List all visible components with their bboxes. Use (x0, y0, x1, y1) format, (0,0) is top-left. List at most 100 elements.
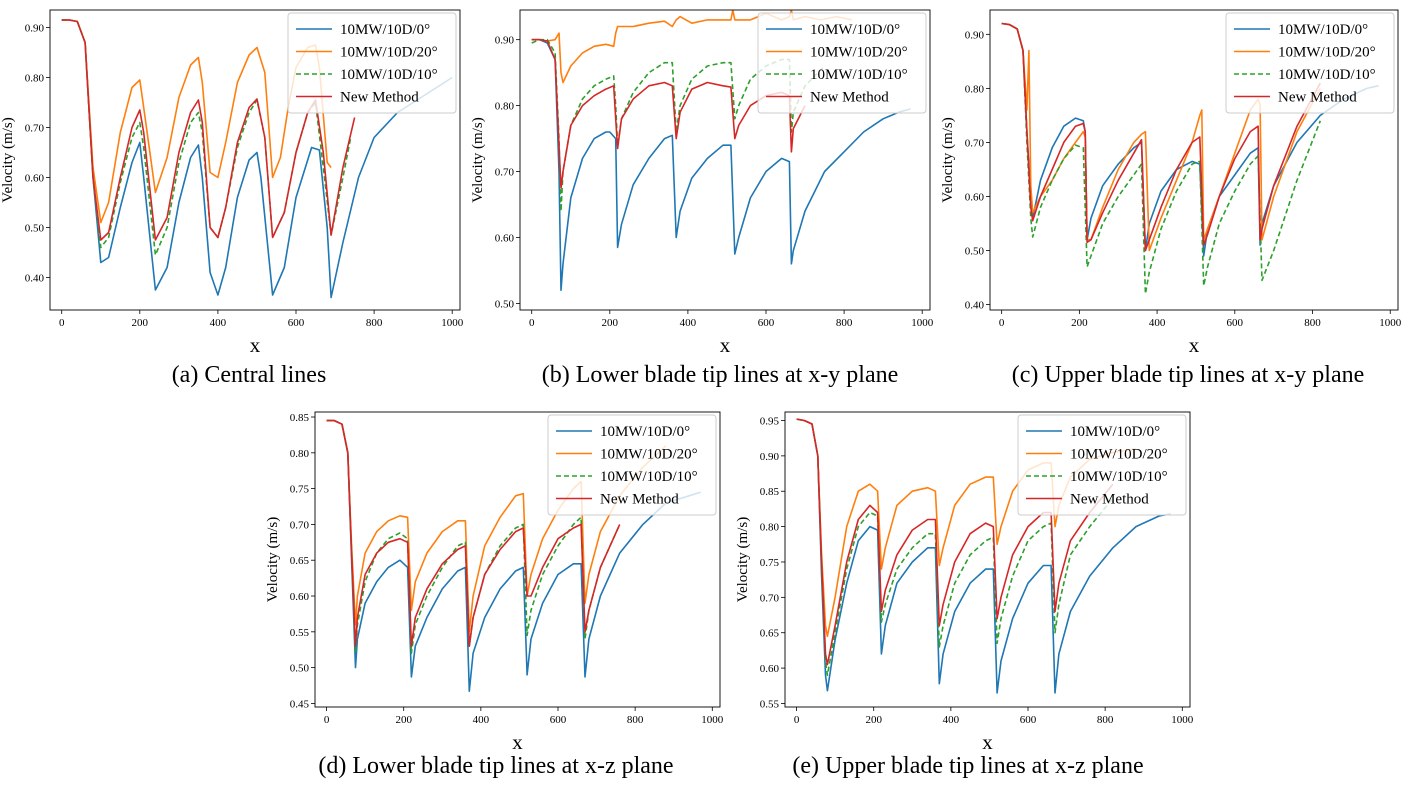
legend-label: New Method (600, 492, 679, 508)
chart-c-svg: 0 200 400 600 800 1000 0.40 0.50 0.60 0.70 0.80 0.9… (940, 9, 1402, 357)
x-tick-label: 400 (210, 317, 227, 329)
y-tick-label: 0.90 (495, 35, 515, 47)
x-tick-label: 800 (366, 317, 383, 329)
legend-label: 10MW/10D/20° (1278, 45, 1376, 61)
y-tick-label: 0.50 (965, 246, 985, 258)
series-line-0 (531, 38, 911, 292)
chart-panel-a: 0 200 400 600 800 1000 0.40 0.50 0.60 0.70 0.80 0.9… (0, 0, 470, 400)
x-tick-label: 1000 (441, 317, 464, 329)
chart-a-svg: 0 200 400 600 800 1000 0.40 0.50 0.60 0.70 0.80 0.9… (0, 9, 464, 357)
x-tick-label: 1000 (911, 317, 934, 329)
x-tick-label: 600 (288, 317, 305, 329)
y-tick-label: 0.75 (760, 557, 780, 569)
y-tick-label: 0.65 (290, 555, 310, 567)
legend-label: New Method (1070, 492, 1149, 508)
legend-label: 10MW/10D/0° (1070, 424, 1160, 440)
chart-e-svg: 0 200 400 600 800 1000 0.55 0.60 0.65 0.70 0.75 0.8… (735, 411, 1194, 754)
y-tick-label: 0.75 (290, 484, 310, 496)
y-tick-label: 0.80 (965, 83, 985, 95)
chart-d-svg: 0 200 400 600 800 1000 0.45 0.50 0.55 0.60 0.65 0.7… (265, 411, 724, 754)
chart-panel-d: 0 200 400 600 800 1000 0.45 0.50 0.55 0.60 0.65 0.7… (260, 400, 730, 803)
y-tick-label: 0.60 (25, 173, 45, 185)
x-tick-label: 600 (1020, 714, 1037, 726)
x-tick-label: 200 (132, 317, 149, 329)
y-tick-label: 0.50 (290, 663, 310, 675)
y-tick-label: 0.40 (25, 273, 45, 285)
legend-label: 10MW/10D/10° (810, 67, 908, 83)
x-tick-label: 800 (1304, 317, 1321, 329)
y-tick-label: 0.80 (25, 73, 45, 85)
x-axis-label: x (720, 333, 731, 357)
x-tick-label: 400 (943, 714, 960, 726)
legend: 10MW/10D/0° 10MW/10D/20° 10MW/10D/10° New M… (547, 414, 717, 516)
caption-a: (a) Central lines (171, 362, 327, 388)
y-tick-label: 0.95 (760, 415, 780, 427)
y-tick-label: 0.70 (25, 123, 45, 135)
x-tick-label: 400 (680, 317, 697, 329)
legend: 10MW/10D/0° 10MW/10D/20° 10MW/10D/10° New M… (1225, 12, 1395, 114)
legend-box (1225, 12, 1395, 114)
legend: 10MW/10D/0° 10MW/10D/20° 10MW/10D/10° New M… (1017, 414, 1187, 516)
plot-frame (49, 9, 461, 311)
legend-label: 10MW/10D/10° (340, 67, 438, 83)
plot-frame (989, 9, 1399, 311)
series-line-0 (796, 418, 1171, 694)
y-tick-label: 0.60 (290, 591, 310, 603)
x-tick-label: 800 (1097, 714, 1114, 726)
x-tick-label: 400 (473, 714, 490, 726)
x-tick-label: 200 (865, 714, 882, 726)
legend: 10MW/10D/0° 10MW/10D/20° 10MW/10D/10° New M… (287, 12, 457, 114)
x-tick-label: 200 (1071, 317, 1088, 329)
series-line-0 (61, 19, 453, 299)
y-axis-label: Velocity (m/s) (0, 117, 16, 202)
y-tick-label: 0.85 (760, 486, 780, 498)
x-tick-label: 0 (324, 714, 330, 726)
x-tick-label: 800 (627, 714, 644, 726)
x-axis-label: x (982, 730, 993, 754)
y-tick-label: 0.70 (965, 137, 985, 149)
x-axis-label: x (250, 333, 261, 357)
legend-label: 10MW/10D/0° (340, 22, 430, 38)
x-tick-label: 0 (529, 317, 535, 329)
chart-b-svg: 0 200 400 600 800 1000 0.50 0.60 0.70 0.80 0.90 x Ve… (470, 9, 934, 357)
x-axis-label: x (512, 730, 523, 754)
x-tick-label: 600 (550, 714, 567, 726)
series-line-3 (1001, 22, 1322, 252)
legend-label: 10MW/10D/0° (1278, 22, 1368, 38)
plot-frame (784, 411, 1191, 708)
y-tick-label: 0.90 (760, 451, 780, 463)
y-tick-label: 0.90 (965, 29, 985, 41)
x-tick-label: 0 (794, 714, 800, 726)
series-line-2 (531, 38, 826, 212)
x-tick-label: 600 (1227, 317, 1244, 329)
x-tick-label: 0 (999, 317, 1005, 329)
y-tick-label: 0.70 (760, 592, 780, 604)
x-tick-label: 800 (836, 317, 853, 329)
y-tick-label: 0.80 (495, 101, 515, 113)
legend-label: 10MW/10D/20° (1070, 447, 1168, 463)
legend-box (1017, 414, 1187, 516)
y-axis-label: Velocity (m/s) (265, 517, 281, 602)
caption-e: (e) Upper blade tip lines at x-z plane (792, 753, 1144, 779)
legend-label: 10MW/10D/10° (600, 469, 698, 485)
y-tick-label: 0.60 (965, 191, 985, 203)
legend-box (287, 12, 457, 114)
chart-panel-b: 0 200 400 600 800 1000 0.50 0.60 0.70 0.80 0.90 x Ve… (470, 0, 940, 400)
y-axis-label: Velocity (m/s) (470, 117, 486, 202)
series-line-0 (326, 419, 701, 693)
y-tick-label: 0.55 (290, 627, 310, 639)
legend-label: 10MW/10D/0° (810, 22, 900, 38)
x-tick-label: 1000 (1379, 317, 1402, 329)
y-tick-label: 0.50 (495, 298, 515, 310)
x-tick-label: 1000 (701, 714, 724, 726)
series-line-2 (1001, 22, 1322, 295)
caption-d: (d) Lower blade tip lines at x-z plane (318, 753, 674, 779)
caption-b: (b) Lower blade tip lines at x-y plane (541, 362, 899, 388)
legend-label: 10MW/10D/10° (1278, 67, 1376, 83)
x-tick-label: 400 (1149, 317, 1166, 329)
y-tick-label: 0.80 (760, 522, 780, 534)
y-tick-label: 0.60 (760, 663, 780, 675)
y-tick-label: 0.70 (290, 519, 310, 531)
chart-panel-c: 0 200 400 600 800 1000 0.40 0.50 0.60 0.70 0.80 0.9… (940, 0, 1408, 400)
legend-box (547, 414, 717, 516)
